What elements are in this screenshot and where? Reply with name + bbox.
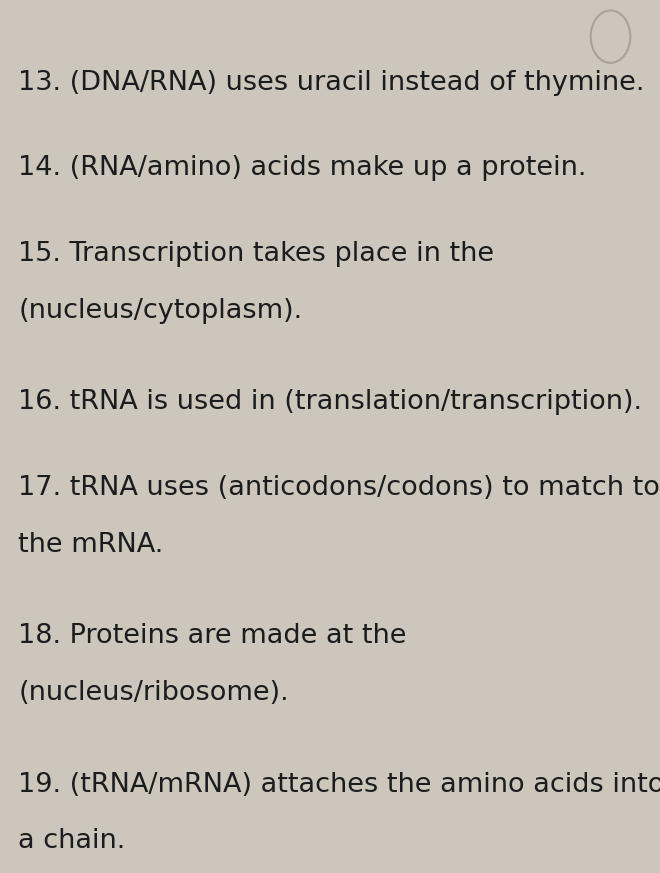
Text: 18. Proteins are made at the: 18. Proteins are made at the (18, 623, 407, 650)
Text: (nucleus/ribosome).: (nucleus/ribosome). (18, 680, 289, 706)
Text: the mRNA.: the mRNA. (18, 532, 164, 558)
Text: 19. (tRNA/mRNA) attaches the amino acids into: 19. (tRNA/mRNA) attaches the amino acids… (18, 772, 660, 798)
Circle shape (591, 10, 630, 63)
Text: (nucleus/cytoplasm).: (nucleus/cytoplasm). (18, 298, 302, 324)
Text: 15. Transcription takes place in the: 15. Transcription takes place in the (18, 241, 494, 267)
Text: a chain.: a chain. (18, 828, 125, 855)
Text: 17. tRNA uses (anticodons/codons) to match to: 17. tRNA uses (anticodons/codons) to mat… (18, 475, 660, 501)
Text: 14. (RNA/amino) acids make up a protein.: 14. (RNA/amino) acids make up a protein. (18, 155, 587, 182)
Text: 13. (DNA/RNA) uses uracil instead of thymine.: 13. (DNA/RNA) uses uracil instead of thy… (18, 70, 645, 96)
Text: 16. tRNA is used in (translation/transcription).: 16. tRNA is used in (translation/transcr… (18, 389, 642, 416)
